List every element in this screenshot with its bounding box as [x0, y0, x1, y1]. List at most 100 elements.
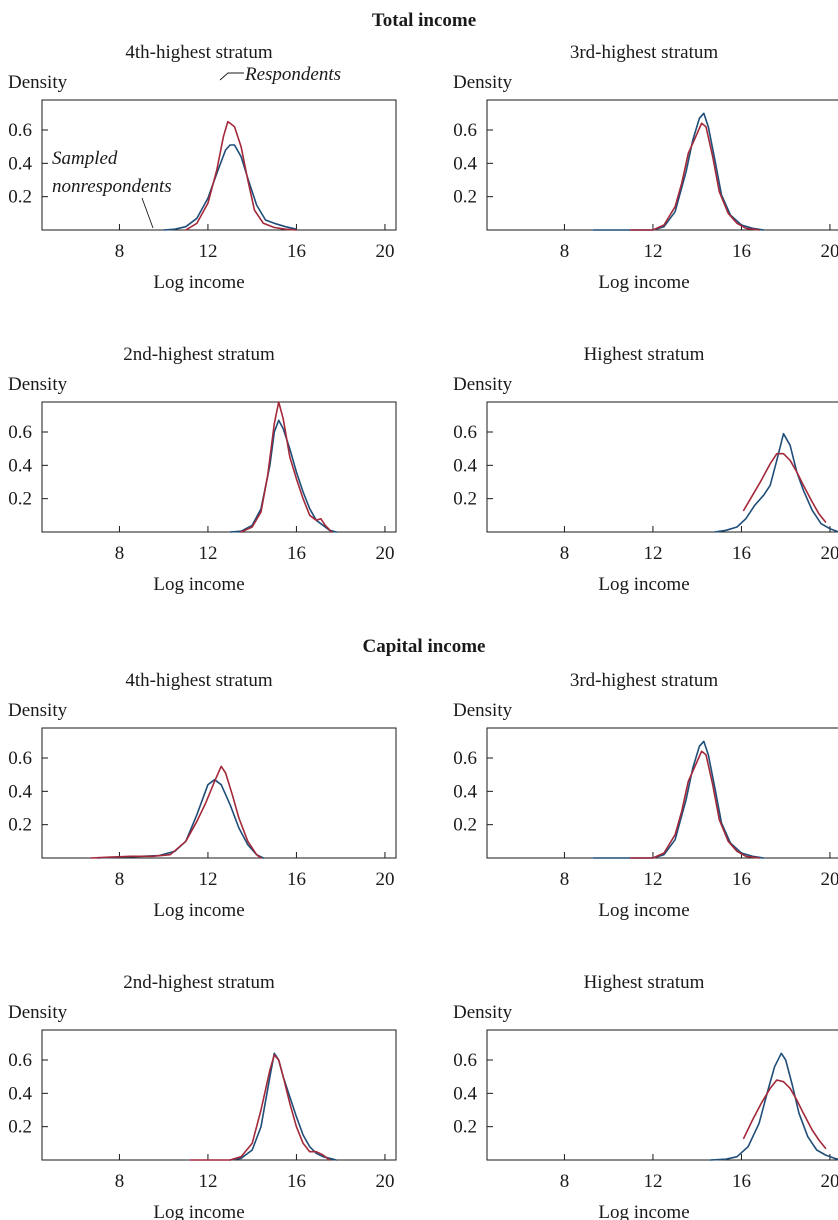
series-line-sampled-nonrespondents	[709, 1052, 838, 1161]
chart-panel-6: 2nd-highest stratum Density Log income 8 12 1…	[8, 972, 397, 1220]
x-axis-label: Log income	[153, 574, 244, 595]
series-line-sampled-nonrespondents	[162, 144, 298, 231]
plot-frame	[41, 1029, 397, 1161]
y-tick-label: 0.6	[453, 120, 477, 141]
x-axis-label: Log income	[598, 900, 689, 921]
chart-panel-4: 4th-highest stratum Density Log income 8 12 1…	[8, 670, 397, 921]
x-tick-label: 8	[115, 869, 125, 890]
series-line-respondents	[629, 750, 760, 859]
y-axis-label: Density	[8, 72, 68, 93]
y-tick-label: 0.2	[8, 815, 32, 836]
series-line-respondents	[629, 122, 760, 231]
series-line-respondents	[185, 120, 298, 231]
y-tick-label: 0.6	[453, 748, 477, 769]
y-tick-label: 0.6	[8, 748, 32, 769]
x-tick-label: 8	[560, 1171, 570, 1192]
plot-frame	[486, 1029, 838, 1161]
x-tick-label: 12	[198, 1171, 217, 1192]
series-line-sampled-nonrespondents	[714, 432, 838, 533]
y-axis-label: Density	[453, 700, 513, 721]
panel-title: 3rd-highest stratum	[570, 42, 719, 63]
plot-frame	[41, 99, 397, 231]
x-tick-label: 20	[375, 1171, 394, 1192]
x-tick-label: 16	[287, 241, 306, 262]
x-tick-label: 16	[732, 241, 751, 262]
panel-title: 3rd-highest stratum	[570, 670, 719, 691]
x-axis-label: Log income	[153, 1202, 244, 1220]
y-tick-label: 0.4	[8, 455, 32, 476]
plot-frame	[486, 401, 838, 533]
y-tick-label: 0.6	[8, 1050, 32, 1071]
x-axis-label: Log income	[598, 574, 689, 595]
x-axis-label: Log income	[153, 900, 244, 921]
y-axis-label: Density	[8, 700, 68, 721]
y-tick-label: 0.2	[453, 489, 477, 510]
leader-line-sampled-nonrespondents	[141, 197, 154, 229]
y-tick-label: 0.4	[8, 1083, 32, 1104]
x-tick-label: 16	[287, 869, 306, 890]
annotation-respondents: Respondents	[244, 64, 341, 85]
panel-title: Highest stratum	[584, 344, 705, 365]
y-tick-label: 0.6	[8, 120, 32, 141]
x-tick-label: 8	[115, 241, 125, 262]
annotation-sampled: Sampled	[52, 148, 118, 169]
series-line-respondents	[189, 1054, 331, 1161]
y-tick-label: 0.6	[8, 422, 32, 443]
y-axis-label: Density	[8, 374, 68, 395]
x-tick-label: 12	[198, 869, 217, 890]
y-tick-label: 0.2	[8, 187, 32, 208]
x-tick-label: 12	[198, 543, 217, 564]
panel-title: 2nd-highest stratum	[123, 344, 275, 365]
panel-title: 4th-highest stratum	[125, 670, 272, 691]
x-tick-label: 8	[115, 543, 125, 564]
chart-panels: 4th-highest stratum Density Log income 8 12 1…	[8, 42, 838, 1220]
x-tick-label: 16	[287, 543, 306, 564]
y-axis-label: Density	[8, 1002, 68, 1023]
y-tick-label: 0.2	[8, 1117, 32, 1138]
plot-frame	[41, 727, 397, 859]
y-tick-label: 0.4	[453, 455, 477, 476]
x-tick-label: 20	[375, 543, 394, 564]
series-line-respondents	[742, 452, 827, 523]
y-tick-label: 0.6	[453, 422, 477, 443]
y-axis-label: Density	[453, 72, 513, 93]
plot-frame	[486, 727, 838, 859]
y-tick-label: 0.4	[453, 1083, 477, 1104]
x-tick-label: 8	[560, 241, 570, 262]
y-tick-label: 0.2	[453, 187, 477, 208]
x-tick-label: 20	[820, 241, 838, 262]
y-tick-label: 0.6	[453, 1050, 477, 1071]
y-tick-label: 0.4	[453, 153, 477, 174]
x-tick-label: 12	[198, 241, 217, 262]
x-tick-label: 16	[732, 1171, 751, 1192]
y-tick-label: 0.4	[8, 781, 32, 802]
series-line-respondents	[89, 765, 262, 859]
section-title-capital-income: Capital income	[363, 636, 486, 657]
series-line-respondents	[240, 401, 333, 533]
series-line-sampled-nonrespondents	[229, 419, 338, 533]
series-line-sampled-nonrespondents	[592, 112, 765, 231]
x-tick-label: 20	[820, 543, 838, 564]
y-tick-label: 0.2	[8, 489, 32, 510]
x-tick-label: 16	[732, 543, 751, 564]
x-tick-label: 20	[820, 1171, 838, 1192]
x-tick-label: 12	[643, 1171, 662, 1192]
series-line-respondents	[742, 1079, 827, 1150]
y-tick-label: 0.2	[453, 1117, 477, 1138]
x-tick-label: 8	[560, 543, 570, 564]
chart-panel-7: Highest stratum Density Log income 8 12 16 20 0…	[453, 972, 838, 1220]
chart-panel-2: 2nd-highest stratum Density Log income 8 12 1…	[8, 344, 397, 595]
y-axis-label: Density	[453, 1002, 513, 1023]
x-tick-label: 20	[375, 869, 394, 890]
chart-panel-3: Highest stratum Density Log income 8 12 16 20 0…	[453, 344, 838, 595]
x-tick-label: 20	[375, 241, 394, 262]
chart-panel-0: 4th-highest stratum Density Log income 8 12 1…	[8, 42, 397, 293]
panel-title: Highest stratum	[584, 972, 705, 993]
chart-panel-1: 3rd-highest stratum Density Log income 8 12 1…	[453, 42, 838, 293]
y-tick-label: 0.4	[453, 781, 477, 802]
x-tick-label: 12	[643, 543, 662, 564]
y-tick-label: 0.4	[8, 153, 32, 174]
leader-line-respondents	[219, 72, 244, 81]
x-tick-label: 8	[560, 869, 570, 890]
